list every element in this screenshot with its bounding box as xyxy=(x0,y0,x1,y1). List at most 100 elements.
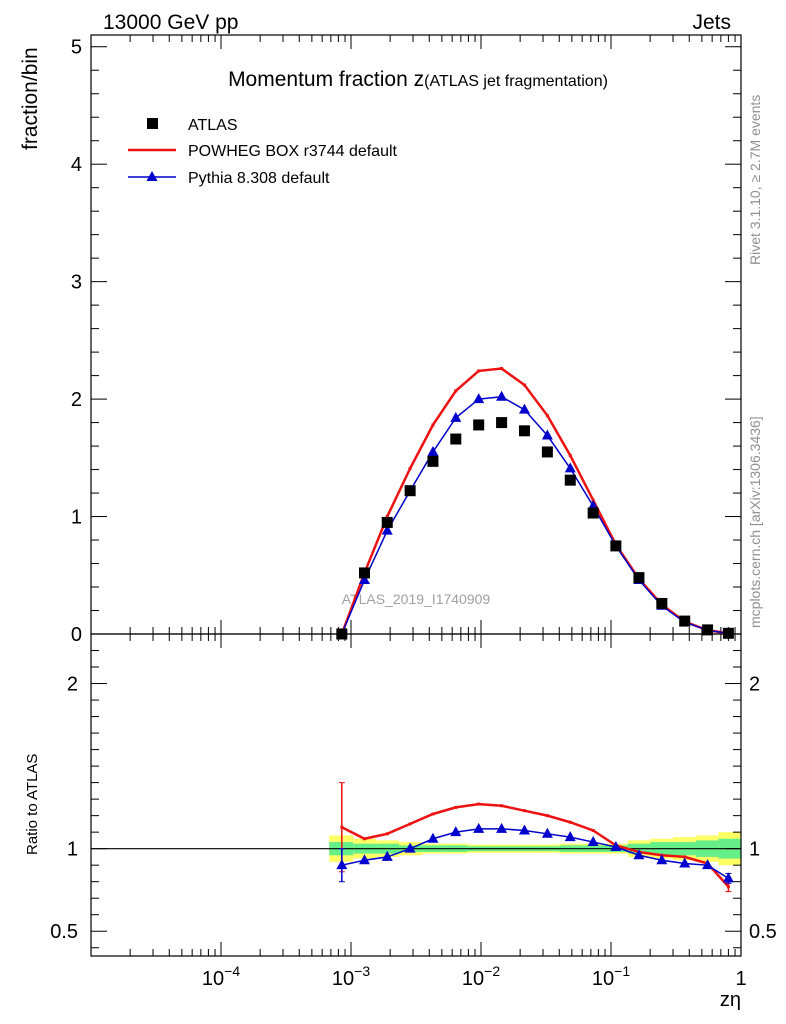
chart-title: Momentum fraction z(ATLAS jet fragmentat… xyxy=(228,68,608,91)
point-powheg xyxy=(454,389,458,393)
x-tick-label-exponent: −2 xyxy=(484,963,500,979)
x-tick-label: 10−1 xyxy=(592,963,630,990)
ratio-point-pythia xyxy=(473,822,485,833)
y-tick-label: 4 xyxy=(71,154,82,176)
ratio-point-pythia xyxy=(381,850,393,861)
point-atlas xyxy=(518,425,530,437)
point-powheg xyxy=(545,414,549,418)
ratio-y-tick-label-right: 2 xyxy=(749,674,760,696)
point-powheg xyxy=(522,383,526,387)
point-atlas xyxy=(633,572,645,584)
ratio-y-tick-label: 0.5 xyxy=(50,921,78,943)
y-tick-label: 2 xyxy=(71,389,82,411)
ratio-point-pythia xyxy=(336,859,348,870)
point-powheg xyxy=(500,367,504,371)
point-atlas xyxy=(702,624,714,636)
ratio-point-powheg xyxy=(591,829,595,833)
y-axis-label: fraction/bin xyxy=(19,47,42,150)
ratio-point-pythia xyxy=(358,854,370,865)
point-pythia xyxy=(541,429,553,440)
ratio-point-powheg xyxy=(726,885,730,889)
y-tick-label: 0 xyxy=(71,624,82,646)
ratio-y-tick-label-right: 1 xyxy=(749,839,760,861)
x-tick-label: 10−3 xyxy=(332,963,370,990)
point-pythia xyxy=(587,499,599,510)
point-powheg xyxy=(568,453,572,457)
x-tick-label: 1 xyxy=(735,968,746,990)
point-atlas xyxy=(358,567,370,579)
ratio-panel-frame xyxy=(90,633,742,957)
ratio-point-pythia xyxy=(427,832,439,843)
header-right: Jets xyxy=(692,11,731,34)
ratio-point-powheg xyxy=(568,820,572,824)
mcplots-label: mcplots.cern.ch [arXiv:1306.3436] xyxy=(747,416,763,628)
y-tick-label: 3 xyxy=(71,272,82,294)
x-tick-label-exponent: −3 xyxy=(354,963,370,979)
point-atlas xyxy=(427,455,439,467)
ratio-point-pythia xyxy=(610,841,622,852)
x-axis-label: zη xyxy=(720,989,741,1011)
x-tick-label: 10−4 xyxy=(202,963,240,990)
point-atlas xyxy=(656,597,668,609)
y-tick-label: 5 xyxy=(71,37,82,59)
ratio-point-pythia xyxy=(722,872,734,883)
ratio-point-pythia xyxy=(702,859,714,870)
point-atlas xyxy=(450,433,462,445)
point-atlas xyxy=(381,516,393,528)
point-pythia xyxy=(427,445,439,456)
ratio-point-powheg xyxy=(385,832,389,836)
point-atlas xyxy=(336,628,348,640)
point-atlas xyxy=(496,417,508,429)
point-pythia xyxy=(564,462,576,473)
point-powheg xyxy=(431,423,435,427)
point-atlas xyxy=(473,419,485,431)
x-tick-label-base: 10 xyxy=(592,968,614,990)
ratio-point-powheg xyxy=(522,809,526,813)
ratio-point-pythia xyxy=(450,826,462,837)
x-tick-label-base: 1 xyxy=(735,968,746,990)
ratio-point-powheg xyxy=(362,837,366,841)
legend-marker-pythia xyxy=(146,171,158,181)
legend-label-powheg: POWHEG BOX r3744 default xyxy=(188,143,398,160)
chart-title-main: Momentum fraction z xyxy=(228,68,424,91)
ratio-point-pythia xyxy=(587,836,599,847)
y-tick-label: 1 xyxy=(71,507,82,529)
point-powheg xyxy=(408,466,412,470)
ratio-point-pythia xyxy=(518,824,530,835)
ratio-point-powheg xyxy=(431,812,435,816)
point-atlas xyxy=(610,540,622,552)
point-pythia xyxy=(518,403,530,414)
x-tick-label-base: 10 xyxy=(462,968,484,990)
ratio-point-powheg xyxy=(340,825,344,829)
x-tick-label-base: 10 xyxy=(332,968,354,990)
legend: ATLAS POWHEG BOX r3744 default Pythia 8.… xyxy=(128,117,398,187)
ratio-point-pythia xyxy=(404,842,416,853)
rivet-label: Rivet 3.1.10, ≥ 2.7M events xyxy=(747,95,763,265)
ratio-y-tick-label-right: 0.5 xyxy=(749,921,777,943)
point-atlas xyxy=(679,615,691,627)
header-left: 13000 GeV pp xyxy=(103,11,238,34)
point-pythia xyxy=(473,393,485,404)
ratio-point-pythia xyxy=(656,854,668,865)
point-pythia xyxy=(450,411,462,422)
ratio-point-powheg xyxy=(408,822,412,826)
ratio-line-powheg xyxy=(341,802,730,888)
point-pythia xyxy=(381,524,393,535)
point-powheg xyxy=(477,369,481,373)
ratio-point-pythia xyxy=(541,827,553,838)
point-atlas xyxy=(541,446,553,458)
point-pythia xyxy=(358,573,370,584)
ratio-point-pythia xyxy=(633,849,645,860)
x-tick-label-exponent: −4 xyxy=(224,963,240,979)
chart-title-suffix: (ATLAS jet fragmentation) xyxy=(424,73,608,90)
watermark: ATLAS_2019_I1740909 xyxy=(342,591,491,607)
point-atlas xyxy=(404,485,416,497)
ratio-point-pythia xyxy=(496,822,508,833)
ratio-y-axis-label: Ratio to ATLAS xyxy=(24,754,41,855)
ratio-point-powheg xyxy=(500,804,504,808)
point-powheg xyxy=(385,515,389,519)
point-atlas xyxy=(722,627,734,639)
ratio-y-tick-label: 2 xyxy=(67,674,78,696)
x-tick-label-exponent: −1 xyxy=(614,963,630,979)
